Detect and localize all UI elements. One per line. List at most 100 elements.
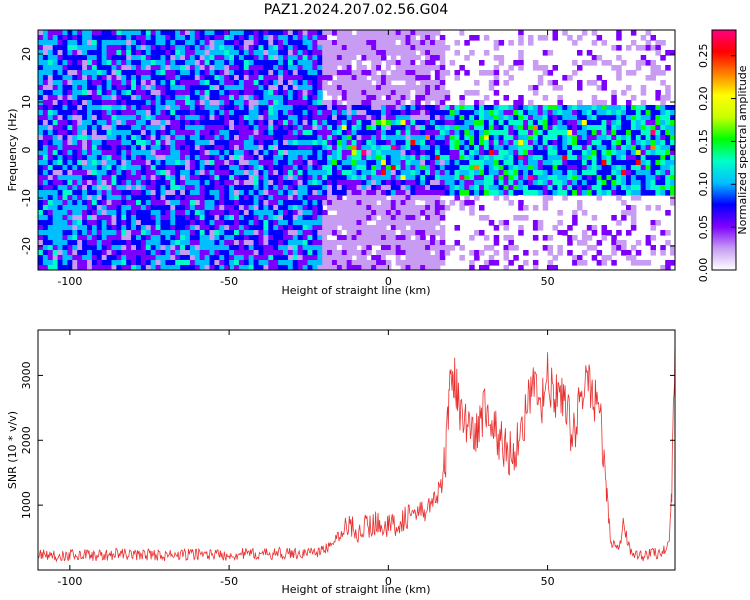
spectrogram-cell: [91, 115, 98, 121]
spectrogram-cell: [185, 145, 191, 151]
spectrogram-cell: [572, 190, 578, 196]
spectrogram-cell: [278, 225, 284, 231]
spectrogram-cell: [38, 55, 44, 61]
spectrogram-cell: [219, 215, 225, 221]
spectrogram-cell: [219, 255, 225, 261]
spectrogram-cell: [493, 185, 500, 191]
spectrogram-cell: [400, 180, 407, 186]
spectrogram-cell: [91, 180, 98, 186]
spectrogram-cell: [385, 230, 392, 236]
spectrogram-cell: [640, 55, 647, 61]
spectrogram-cell: [248, 75, 255, 81]
spectrogram-cell: [283, 235, 289, 241]
spectrogram-cell: [361, 115, 367, 121]
spectrogram-cell: [273, 260, 279, 266]
spectrogram-cell: [185, 160, 191, 166]
spectrogram-cell: [77, 265, 83, 270]
spectrogram-cell: [38, 110, 44, 116]
spectrogram-cell: [312, 135, 318, 141]
spectrogram-cell: [547, 105, 554, 111]
spectrogram-cell: [155, 55, 162, 61]
spectrogram-cell: [57, 185, 64, 191]
spectrogram-cell: [307, 50, 313, 56]
spectrogram-cell: [405, 110, 411, 116]
spectrogram-cell: [140, 85, 147, 91]
spectrogram-cell: [273, 145, 279, 151]
spectrogram-cell: [116, 95, 122, 101]
spectrogram-cell: [488, 180, 495, 186]
spectrogram-cell: [297, 70, 304, 76]
spectrogram-cell: [82, 120, 88, 126]
spectrogram-cell: [488, 245, 495, 251]
spectrogram-cell: [96, 265, 103, 270]
spectrogram-cell: [224, 65, 230, 71]
spectrogram-cell: [140, 95, 147, 101]
spectrogram-cell: [547, 80, 554, 86]
spectrogram-cell: [136, 55, 142, 61]
spectrogram-cell: [444, 90, 451, 96]
spectrogram-cell: [562, 190, 568, 196]
spectrogram-cell: [214, 80, 220, 86]
spectrogram-cell: [67, 255, 73, 261]
spectrogram-cell: [395, 50, 402, 56]
spectrogram-cell: [577, 175, 583, 181]
spectrogram-cell: [420, 65, 426, 71]
spectrogram-cell: [577, 185, 583, 191]
spectrogram-cell: [258, 220, 264, 226]
spectrogram-cell: [616, 30, 622, 36]
spectrogram-cell: [253, 250, 260, 256]
spectrogram-cell: [253, 165, 260, 171]
spectrogram-cell: [199, 125, 206, 131]
spectrogram-cell: [248, 265, 255, 270]
spectrogram-cell: [415, 190, 421, 196]
spectrogram-cell: [42, 165, 49, 171]
spectrogram-cell: [327, 215, 333, 221]
spectrogram-cell: [317, 55, 323, 61]
spectrogram-cell: [106, 60, 113, 66]
spectrogram-cell: [596, 240, 603, 246]
spectrogram-cell: [523, 105, 529, 111]
spectrogram-cell: [62, 105, 68, 111]
spectrogram-cell: [513, 130, 519, 136]
spectrogram-cell: [165, 110, 171, 116]
spectrogram-cell: [523, 180, 529, 186]
spectrogram-cell: [474, 155, 480, 161]
spectrogram-cell: [42, 150, 49, 156]
spectrogram-cell: [38, 115, 44, 121]
spectrogram-cell: [483, 185, 490, 191]
spectrogram-cell: [518, 120, 524, 126]
spectrogram-cell: [273, 135, 279, 141]
spectrogram-cell: [189, 190, 196, 196]
spectrogram-cell: [572, 125, 578, 131]
spectrogram-cell: [238, 235, 245, 241]
spectrogram-cell: [410, 240, 416, 246]
spectrogram-cell: [346, 30, 353, 36]
spectrogram-cell: [508, 75, 514, 81]
spectrogram-cell: [630, 120, 637, 126]
spectrogram-cell: [425, 145, 431, 151]
spectrogram-cell: [126, 130, 132, 136]
spectrogram-cell: [410, 135, 416, 141]
spectrogram-cell: [572, 150, 578, 156]
spectrogram-cell: [635, 165, 642, 171]
spectrogram-cell: [420, 210, 426, 216]
spectrogram-cell: [194, 240, 201, 246]
spectrogram-cell: [297, 105, 304, 111]
spectrogram-cell: [82, 200, 88, 206]
spectrogram-cell: [528, 125, 534, 131]
spectrogram-cell: [385, 145, 392, 151]
spectrogram-cell: [258, 265, 264, 270]
spectrogram-cell: [273, 200, 279, 206]
spectrogram-cell: [185, 250, 191, 256]
spectrogram-cell: [165, 145, 171, 151]
spectrogram-cell: [116, 235, 122, 241]
spectrogram-cell: [430, 125, 436, 131]
spectrogram-cell: [258, 90, 264, 96]
spectrogram-cell: [439, 125, 446, 131]
spectrogram-cell: [577, 180, 583, 186]
spectrogram-cell: [567, 120, 573, 126]
spectrogram-cell: [219, 220, 225, 226]
spectrogram-cell: [493, 45, 500, 51]
spectrogram-cell: [101, 190, 108, 196]
spectrogram-cell: [371, 160, 377, 166]
